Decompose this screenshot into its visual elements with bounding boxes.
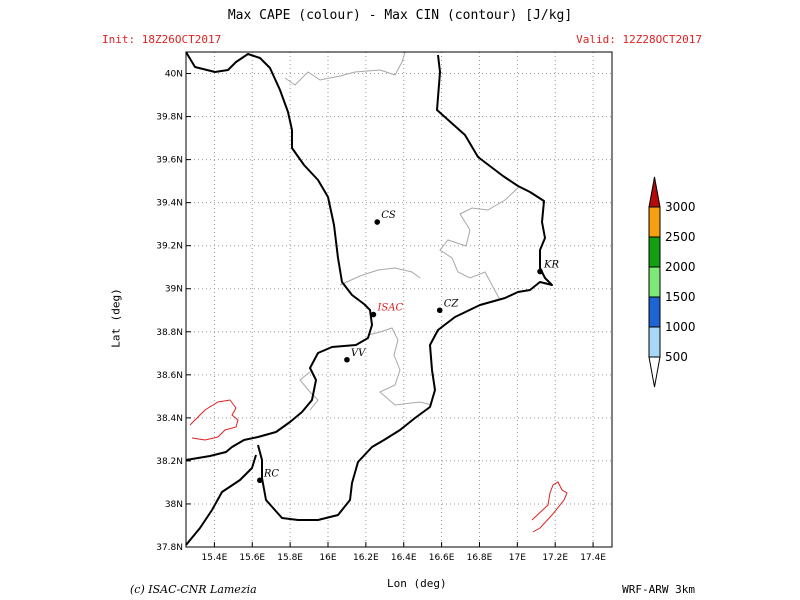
colorbar-label: 1000 — [665, 320, 696, 334]
colorbar-segment — [648, 206, 661, 238]
city-marker — [370, 311, 377, 318]
model-text: WRF-ARW 3km — [622, 583, 695, 596]
colorbar-segment — [648, 236, 661, 268]
x-tick-label: 17.4E — [580, 553, 606, 563]
cin-contour-west — [189, 399, 239, 441]
province-border-vibo-reggio — [299, 371, 319, 411]
city-marker — [436, 307, 443, 314]
colorbar-segment — [648, 296, 661, 328]
city-label: RC — [263, 468, 280, 479]
city-label: CZ — [444, 298, 460, 309]
cin-contours — [189, 399, 568, 533]
colorbar-label: 1500 — [665, 290, 696, 304]
city-label: KR — [543, 260, 559, 271]
colorbar-label: 3000 — [665, 200, 696, 214]
x-tick-label: 16E — [319, 553, 336, 563]
grid-lines — [186, 52, 612, 548]
credit-text: (c) ISAC-CNR Lamezia — [130, 583, 257, 596]
y-tick-label: 37.8N — [156, 543, 183, 553]
y-tick-label: 39.6N — [156, 156, 183, 166]
x-tick-label: 16.8E — [467, 553, 493, 563]
city-marker — [344, 356, 350, 363]
city-marker — [257, 477, 263, 484]
x-tick-label: 15.4E — [202, 553, 228, 563]
y-tick-label: 39.2N — [156, 242, 183, 252]
init-time: Init: 18Z26OCT2017 — [102, 33, 222, 46]
colorbar-segment — [648, 326, 661, 358]
cin-contour-southeast — [531, 481, 568, 533]
x-tick-label: 17E — [509, 553, 526, 563]
colorbar-label: 500 — [665, 350, 688, 364]
colorbar-segment — [648, 266, 661, 298]
province-border-cosenza-catanzaro — [339, 267, 421, 286]
province-borders — [284, 51, 521, 411]
x-tick-label: 16.4E — [391, 553, 417, 563]
city-label: CS — [381, 210, 396, 221]
y-tick-label: 38.6N — [156, 371, 183, 381]
y-tick-label: 38.4N — [156, 414, 183, 424]
axis-ticks: 15.4E 15.6E 15.8E 16E 16.2E 16.4E 16.6E 16.8E 17… — [156, 70, 606, 563]
y-tick-label: 39.4N — [156, 199, 183, 209]
valid-time: Valid: 12Z28OCT2017 — [576, 33, 702, 46]
province-border-catanzaro-vibo — [367, 327, 433, 406]
city-marker — [537, 268, 543, 275]
x-tick-label: 17.2E — [542, 553, 568, 563]
coastline-tyrrhenian — [185, 51, 373, 461]
province-border-north — [284, 51, 406, 86]
x-tick-label: 15.6E — [239, 553, 265, 563]
y-tick-label: 40N — [165, 70, 183, 80]
city-markers: CS KR ISAC CZ VV RC — [257, 210, 560, 484]
city-label: VV — [351, 348, 367, 359]
y-tick-label: 38.2N — [156, 457, 183, 467]
colorbar-lower-triangle — [648, 356, 661, 388]
y-tick-label: 39.8N — [156, 113, 183, 123]
colorbar: 500 1000 1500 2000 2500 3000 — [648, 176, 696, 388]
city-marker — [374, 219, 381, 225]
colorbar-label: 2000 — [665, 260, 696, 274]
x-tick-label: 15.8E — [277, 553, 303, 563]
x-tick-label: 16.2E — [353, 553, 379, 563]
city-label: ISAC — [376, 303, 403, 314]
y-tick-label: 39N — [165, 285, 183, 295]
x-axis-label: Lon (deg) — [387, 577, 447, 590]
y-tick-label: 38.8N — [156, 328, 183, 338]
coastline-sicily — [185, 454, 257, 546]
y-tick-label: 38N — [165, 500, 183, 510]
x-tick-label: 16.6E — [429, 553, 455, 563]
province-border-cosenza-crotone — [439, 185, 521, 301]
coastline — [185, 51, 553, 546]
coastline-ionian — [257, 54, 553, 521]
map-frame — [185, 51, 613, 548]
colorbar-upper-triangle — [648, 176, 661, 208]
map-title: Max CAPE (colour) - Max CIN (contour) [J… — [227, 8, 573, 23]
colorbar-label: 2500 — [665, 230, 696, 244]
